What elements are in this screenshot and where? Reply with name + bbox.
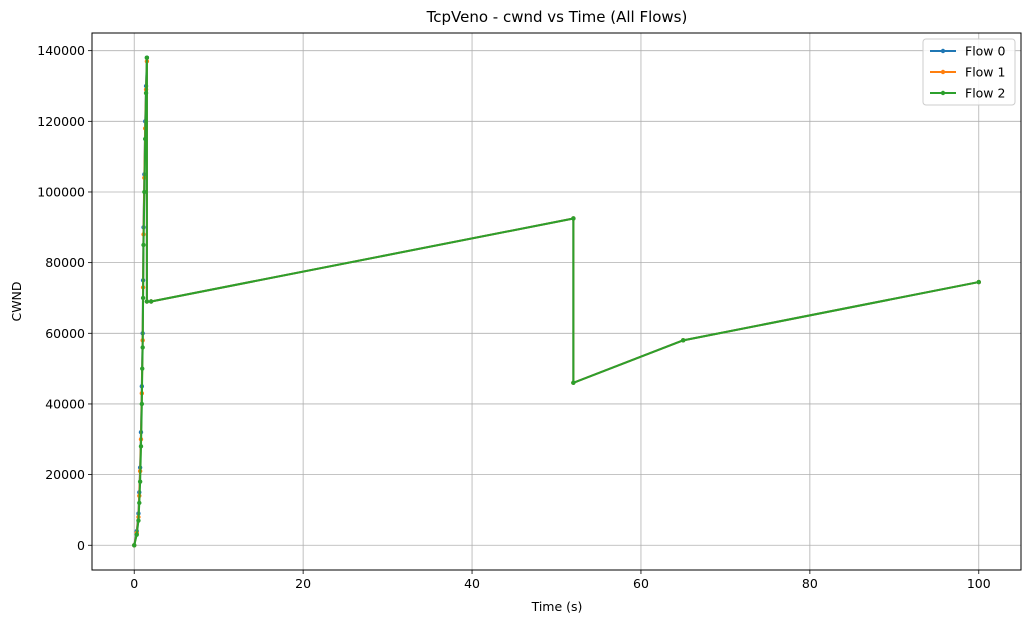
series-flow-1	[132, 59, 981, 548]
data-point	[136, 518, 141, 523]
data-point	[571, 380, 576, 385]
x-tick-label: 20	[295, 576, 311, 591]
data-point	[142, 189, 147, 195]
data-point	[144, 299, 150, 304]
data-point	[143, 136, 148, 142]
y-tick-label: 0	[77, 538, 85, 553]
legend-marker	[940, 48, 946, 54]
series-flow-0	[132, 55, 981, 548]
x-axis: 0 20 40 60 80 100	[130, 570, 991, 591]
data-point	[138, 444, 144, 449]
x-tick-label: 80	[802, 576, 818, 591]
y-tick-label: 80000	[45, 255, 85, 270]
data-point	[140, 366, 145, 371]
data-point	[144, 55, 150, 60]
legend: Flow 0 Flow 1 Flow 2	[922, 38, 1016, 106]
chart-title: TcpVeno - cwnd vs Time (All Flows)	[426, 8, 688, 26]
legend-label: Flow 0	[965, 44, 1006, 59]
data-point	[132, 543, 137, 548]
series-layer	[132, 55, 981, 548]
y-tick-label: 20000	[45, 467, 85, 482]
plot-area-frame	[91, 32, 1022, 571]
x-axis-title: Time (s)	[531, 599, 583, 614]
legend-box	[922, 38, 1016, 106]
legend-marker	[940, 69, 946, 75]
legend-entry-flow-1: Flow 1	[930, 65, 1005, 80]
data-point	[680, 338, 686, 343]
y-tick-label: 40000	[45, 396, 85, 411]
data-point	[143, 90, 149, 96]
y-tick-label: 140000	[37, 43, 85, 58]
data-point	[137, 500, 142, 506]
data-point	[134, 532, 139, 537]
legend-label: Flow 2	[965, 86, 1005, 101]
series-line-flow-0	[133, 56, 979, 546]
data-point	[976, 279, 981, 285]
legend-label: Flow 1	[965, 65, 1005, 80]
legend-entry-flow-0: Flow 0	[930, 44, 1006, 59]
x-tick-label: 100	[967, 576, 991, 591]
x-tick-label: 40	[464, 576, 480, 591]
x-tick-label: 60	[633, 576, 649, 591]
series-flow-2	[132, 55, 981, 548]
y-tick-label: 100000	[37, 184, 85, 199]
data-point	[571, 216, 576, 221]
data-point	[140, 345, 145, 350]
series-line-flow-2	[133, 56, 979, 546]
y-tick-label: 60000	[45, 326, 85, 341]
data-point	[140, 295, 146, 301]
grid	[92, 33, 1021, 570]
data-point	[148, 299, 154, 304]
y-axis: 0 20000 40000 60000 80000 100000 120000 140000	[37, 43, 92, 553]
y-axis-title: CWND	[9, 281, 24, 321]
x-tick-label: 0	[130, 576, 138, 591]
series-line-flow-1	[133, 60, 979, 546]
data-point	[137, 479, 143, 484]
y-tick-label: 120000	[37, 114, 85, 129]
data-point	[139, 401, 145, 407]
data-point	[141, 242, 146, 248]
legend-entry-flow-2: Flow 2	[930, 86, 1005, 101]
legend-marker	[940, 90, 946, 96]
